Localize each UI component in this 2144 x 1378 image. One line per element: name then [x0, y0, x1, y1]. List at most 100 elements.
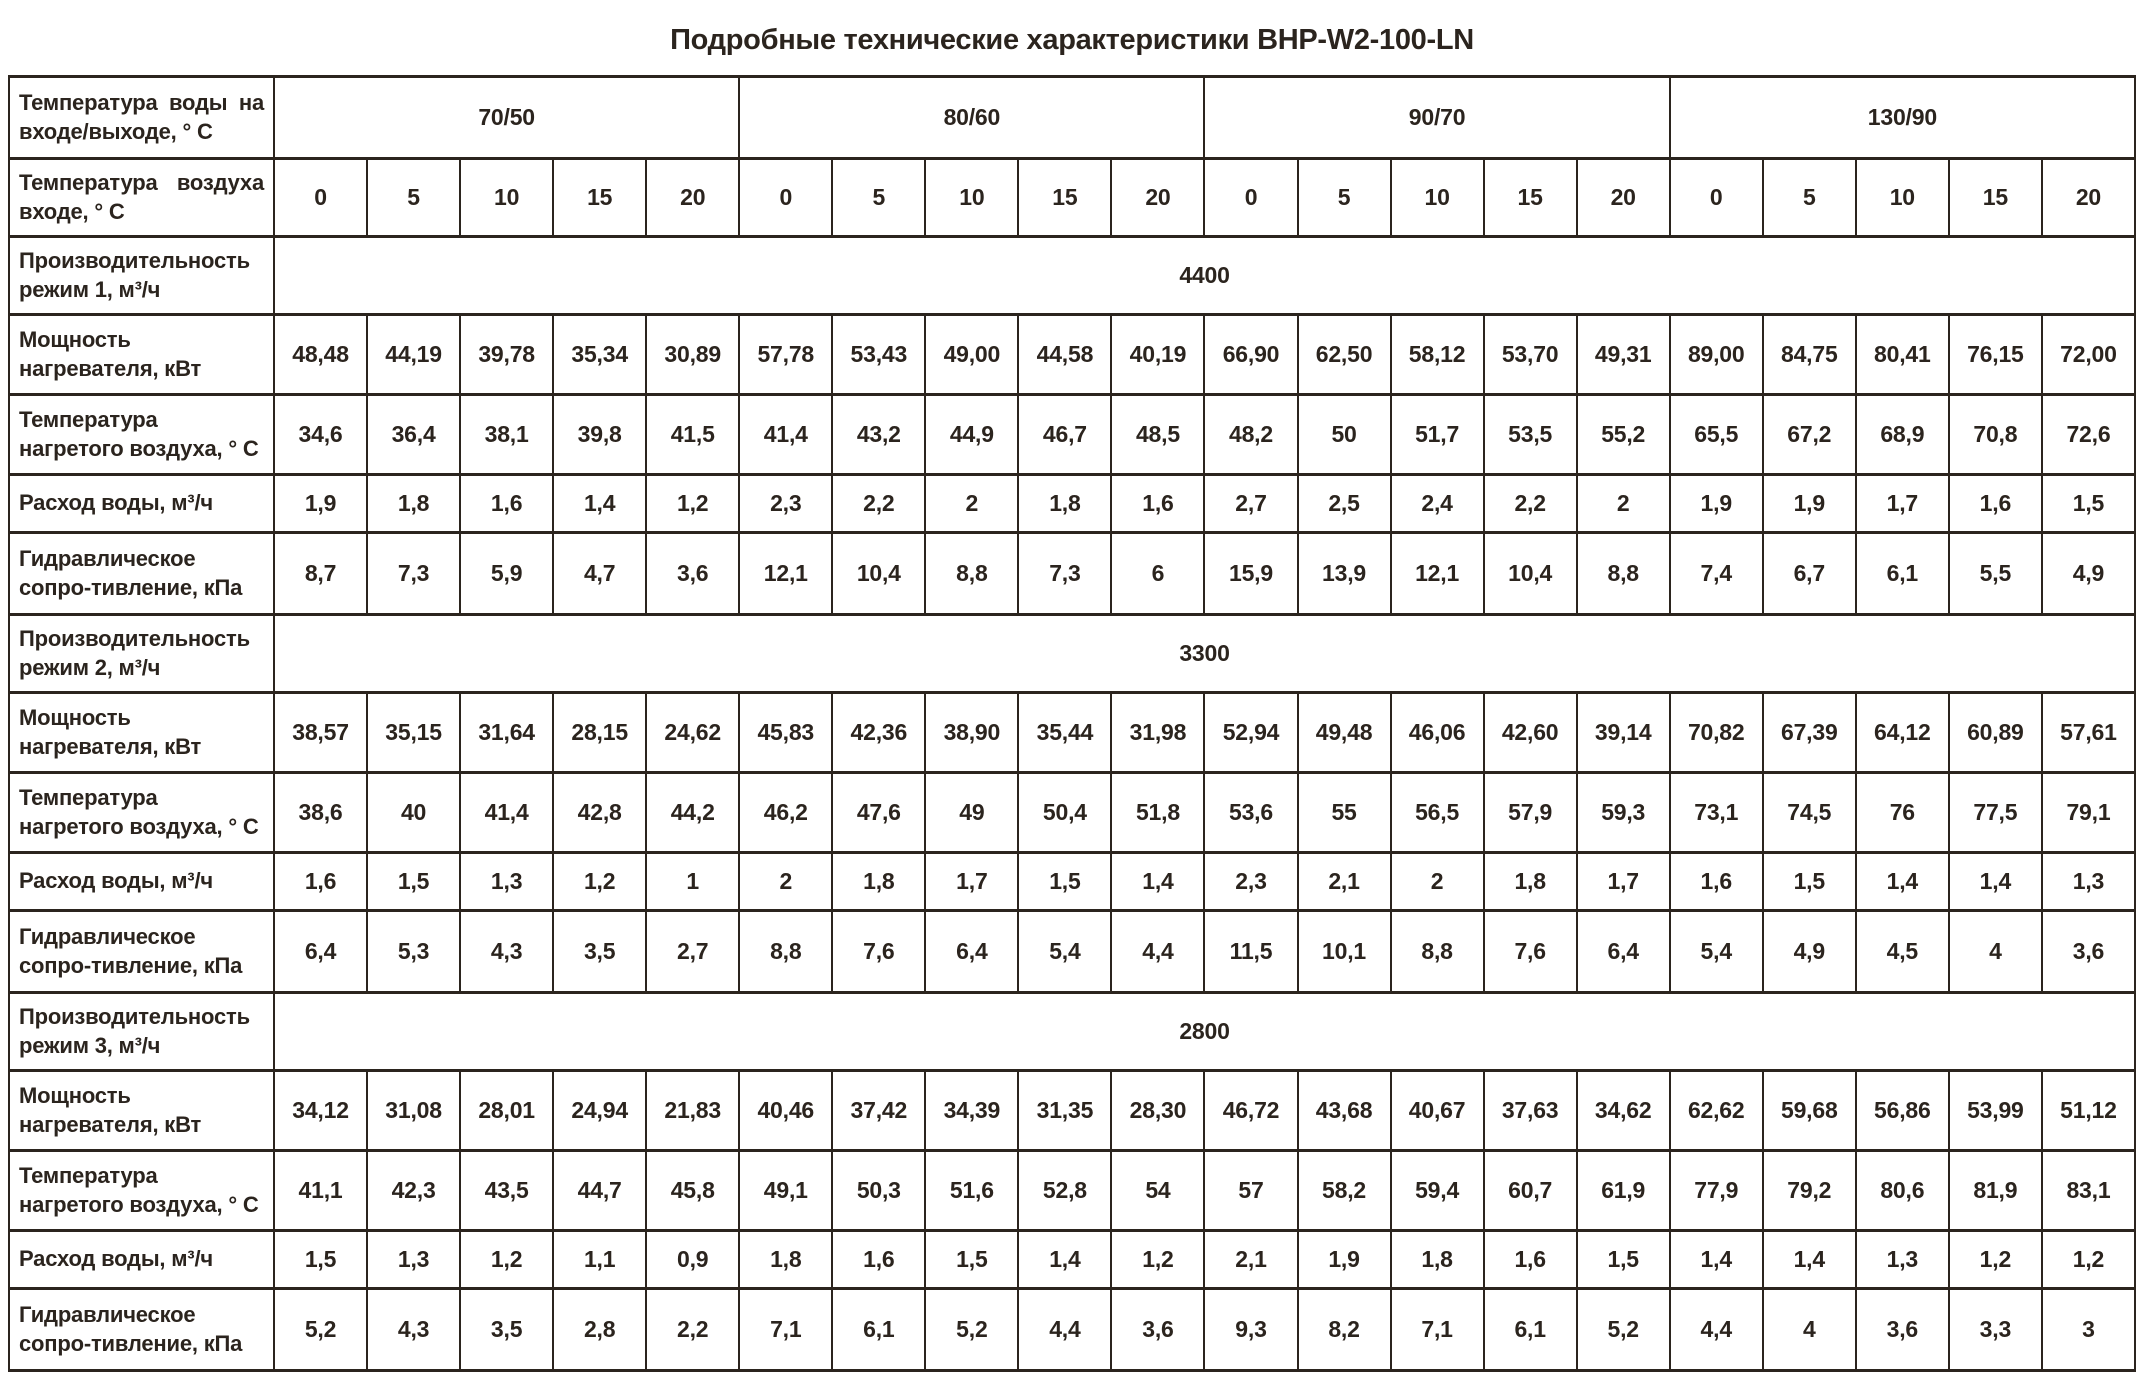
value-cell-hydraulic_resistance: 4,4	[1110, 909, 1206, 994]
value-cell-heated_air_temp: 67,2	[1761, 393, 1857, 476]
data-row-heater_power-mode-3: Мощность нагревателя, кВт 34,12 31,08 28,01…	[8, 1069, 2137, 1152]
value-cell-water_flow: 2	[1389, 851, 1485, 912]
value-cell-hydraulic_resistance: 6,7	[1761, 531, 1857, 616]
value-cell-heated_air_temp: 55,2	[1575, 393, 1671, 476]
value-cell-heater_power: 31,64	[459, 691, 555, 774]
value-cell-heater_power: 51,12	[2040, 1069, 2137, 1152]
value-cell-hydraulic_resistance: 5,4	[1668, 909, 1764, 994]
value-cell-heated_air_temp: 52,8	[1017, 1149, 1113, 1232]
air-temp-cell: 10	[1854, 157, 1950, 238]
value-cell-heater_power: 66,90	[1203, 313, 1299, 396]
value-cell-heater_power: 28,01	[459, 1069, 555, 1152]
data-row-hydraulic_resistance-mode-2: Гидравлическое сопро-тивление, кПа 6,4 5,3…	[8, 909, 2137, 994]
value-cell-hydraulic_resistance: 4,7	[552, 531, 648, 616]
value-cell-hydraulic_resistance: 8,8	[924, 531, 1020, 616]
value-cell-heated_air_temp: 57,9	[1482, 771, 1578, 854]
value-cell-heater_power: 24,94	[552, 1069, 648, 1152]
air-temp-cell: 20	[1110, 157, 1206, 238]
value-cell-water_flow: 1,5	[924, 1229, 1020, 1290]
air-temp-cell: 5	[831, 157, 927, 238]
value-cell-water_flow: 2,2	[831, 473, 927, 534]
value-cell-heated_air_temp: 41,1	[272, 1149, 369, 1232]
value-cell-hydraulic_resistance: 4,9	[2040, 531, 2137, 616]
value-cell-water_flow: 1,4	[552, 473, 648, 534]
value-cell-water_flow: 1,1	[552, 1229, 648, 1290]
value-cell-hydraulic_resistance: 5,5	[1947, 531, 2043, 616]
value-cell-heater_power: 80,41	[1854, 313, 1950, 396]
value-cell-water_flow: 2,3	[1203, 851, 1299, 912]
value-cell-water_flow: 2	[924, 473, 1020, 534]
value-cell-water_flow: 1,6	[1668, 851, 1764, 912]
value-cell-heated_air_temp: 36,4	[366, 393, 462, 476]
value-cell-hydraulic_resistance: 6,4	[272, 909, 369, 994]
value-cell-hydraulic_resistance: 4,3	[459, 909, 555, 994]
value-cell-heater_power: 35,34	[552, 313, 648, 396]
value-cell-water_flow: 2,2	[1482, 473, 1578, 534]
capacity-value-mode-1: 4400	[273, 235, 2136, 316]
value-cell-water_flow: 1,7	[924, 851, 1020, 912]
value-cell-heated_air_temp: 80,6	[1854, 1149, 1950, 1232]
value-cell-hydraulic_resistance: 3,6	[2040, 909, 2137, 994]
value-cell-hydraulic_resistance: 6,1	[831, 1287, 927, 1372]
value-cell-hydraulic_resistance: 12,1	[1389, 531, 1485, 616]
value-cell-heated_air_temp: 43,2	[831, 393, 927, 476]
value-cell-water_flow: 1,5	[1575, 1229, 1671, 1290]
row-label-heated_air_temp: Температура нагретого воздуха, ° С	[8, 771, 275, 854]
value-cell-heater_power: 40,67	[1389, 1069, 1485, 1152]
value-cell-hydraulic_resistance: 7,4	[1668, 531, 1764, 616]
value-cell-hydraulic_resistance: 8,2	[1296, 1287, 1392, 1372]
row-label-heater_power: Мощность нагревателя, кВт	[8, 1069, 275, 1152]
value-cell-heated_air_temp: 73,1	[1668, 771, 1764, 854]
value-cell-heated_air_temp: 77,5	[1947, 771, 2043, 854]
value-cell-water_flow: 2,1	[1203, 1229, 1299, 1290]
value-cell-hydraulic_resistance: 8,8	[738, 909, 834, 994]
value-cell-heater_power: 31,08	[366, 1069, 462, 1152]
value-cell-water_flow: 1,4	[1854, 851, 1950, 912]
value-cell-hydraulic_resistance: 7,1	[738, 1287, 834, 1372]
data-row-water_flow-mode-2: Расход воды, м³/ч 1,6 1,5 1,3 1,2 1 2 1,8 1,7 1,5…	[8, 851, 2137, 912]
value-cell-hydraulic_resistance: 3,6	[645, 531, 741, 616]
value-cell-water_flow: 1,4	[1668, 1229, 1764, 1290]
row-label-heater_power: Мощность нагревателя, кВт	[8, 691, 275, 774]
value-cell-heated_air_temp: 50,4	[1017, 771, 1113, 854]
air-temp-cell: 5	[1761, 157, 1857, 238]
value-cell-hydraulic_resistance: 3,6	[1854, 1287, 1950, 1372]
data-row-heated_air_temp-mode-1: Температура нагретого воздуха, ° С 34,6 36…	[8, 393, 2137, 476]
value-cell-water_flow: 2,1	[1296, 851, 1392, 912]
value-cell-heated_air_temp: 79,1	[2040, 771, 2137, 854]
value-cell-heater_power: 34,39	[924, 1069, 1020, 1152]
value-cell-heater_power: 43,68	[1296, 1069, 1392, 1152]
value-cell-heated_air_temp: 54	[1110, 1149, 1206, 1232]
capacity-row-mode-1: Производительность режим 1, м³/ч 4400	[8, 235, 2136, 316]
value-cell-water_flow: 2,5	[1296, 473, 1392, 534]
value-cell-water_flow: 1,8	[1389, 1229, 1485, 1290]
value-cell-heated_air_temp: 50,3	[831, 1149, 927, 1232]
value-cell-heater_power: 57,61	[2040, 691, 2137, 774]
value-cell-heater_power: 52,94	[1203, 691, 1299, 774]
value-cell-water_flow: 1,7	[1854, 473, 1950, 534]
value-cell-hydraulic_resistance: 7,6	[1482, 909, 1578, 994]
header-row-water-temp: Температура воды на входе/выходе, ° С 70/…	[8, 75, 2137, 160]
capacity-row-mode-3: Производительность режим 3, м³/ч 2800	[8, 991, 2136, 1072]
data-row-heated_air_temp-mode-3: Температура нагретого воздуха, ° С 41,1 42…	[8, 1149, 2137, 1232]
value-cell-heated_air_temp: 42,8	[552, 771, 648, 854]
value-cell-heated_air_temp: 53,5	[1482, 393, 1578, 476]
value-cell-heated_air_temp: 44,2	[645, 771, 741, 854]
value-cell-heater_power: 39,78	[459, 313, 555, 396]
water-temp-group-3: 130/90	[1668, 75, 2137, 160]
value-cell-heater_power: 53,43	[831, 313, 927, 396]
value-cell-water_flow: 1	[645, 851, 741, 912]
value-cell-heater_power: 40,19	[1110, 313, 1206, 396]
value-cell-water_flow: 1,4	[1761, 1229, 1857, 1290]
value-cell-hydraulic_resistance: 6,1	[1482, 1287, 1578, 1372]
value-cell-water_flow: 1,5	[2040, 473, 2137, 534]
value-cell-heated_air_temp: 39,8	[552, 393, 648, 476]
value-cell-water_flow: 1,4	[1017, 1229, 1113, 1290]
value-cell-water_flow: 1,3	[459, 851, 555, 912]
value-cell-heated_air_temp: 49	[924, 771, 1020, 854]
value-cell-water_flow: 2	[738, 851, 834, 912]
value-cell-heated_air_temp: 65,5	[1668, 393, 1764, 476]
value-cell-water_flow: 1,2	[2040, 1229, 2137, 1290]
value-cell-water_flow: 1,8	[831, 851, 927, 912]
